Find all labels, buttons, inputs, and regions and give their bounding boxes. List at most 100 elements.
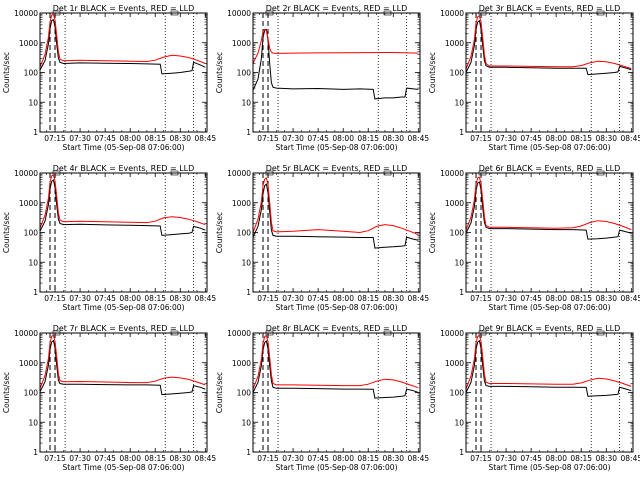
x-tick-label: 08:30: [382, 134, 404, 143]
chart-title: Det 8r BLACK = Events, RED = LLD: [266, 324, 408, 333]
y-tick-label: 100: [450, 229, 465, 238]
series-events: [466, 181, 632, 240]
x-tick-label: 07:30: [495, 134, 517, 143]
y-tick-label: 1: [459, 128, 464, 137]
y-tick-label: 100: [24, 229, 39, 238]
x-tick-label: 07:30: [495, 454, 517, 463]
series-lld: [466, 176, 632, 231]
x-tick-label: 08:45: [195, 454, 217, 463]
y-tick-label: 10000: [14, 9, 38, 18]
x-tick-label: 08:45: [408, 294, 430, 303]
series-events: [40, 339, 206, 396]
series-lld: [466, 334, 632, 390]
y-tick-label: 10000: [227, 169, 251, 178]
chart-title: Det 2r BLACK = Events, RED = LLD: [266, 4, 408, 13]
x-tick-label: 07:15: [44, 294, 66, 303]
panel-det-1: Det 1r BLACK = Events, RED = LLD 1 10 100 10…: [2, 4, 216, 152]
chart-title: Det 1r BLACK = Events, RED = LLD: [53, 4, 195, 13]
chart-title: Det 4r BLACK = Events, RED = LLD: [53, 164, 195, 173]
x-tick-label: 07:45: [307, 294, 329, 303]
panel-det-5: Det 5r BLACK = Events, RED = LLD 1 10 100 10…: [215, 164, 429, 312]
x-tick-label: 07:45: [94, 134, 116, 143]
x-tick-label: 08:45: [621, 134, 640, 143]
x-tick-label: 07:30: [69, 134, 91, 143]
series-events: [253, 340, 419, 399]
x-axis-label: Start Time (05-Sep-08 07:06:00): [276, 143, 398, 152]
x-axis-label: Start Time (05-Sep-08 07:06:00): [489, 463, 611, 472]
x-tick-label: 08:15: [570, 134, 592, 143]
y-tick-label: 1000: [445, 199, 464, 208]
panel-det-8: Det 8r BLACK = Events, RED = LLD 1 10 100 10…: [215, 324, 429, 472]
x-tick-label: 08:15: [144, 454, 166, 463]
y-axis-label: Counts/sec: [2, 212, 11, 253]
x-tick-label: 08:45: [195, 294, 217, 303]
series-lld: [40, 174, 206, 229]
y-tick-label: 10000: [440, 329, 464, 338]
y-tick-label: 1: [246, 128, 251, 137]
y-tick-label: 1: [33, 288, 38, 297]
x-tick-label: 08:45: [195, 134, 217, 143]
y-tick-label: 1000: [445, 39, 464, 48]
series-events: [40, 179, 206, 236]
y-tick-label: 10: [454, 418, 464, 427]
y-tick-label: 1000: [232, 199, 251, 208]
x-tick-label: 08:15: [570, 294, 592, 303]
y-axis-label: Counts/sec: [215, 372, 224, 413]
x-tick-label: 08:00: [545, 454, 567, 463]
x-tick-label: 07:30: [69, 294, 91, 303]
y-axis-label: Counts/sec: [215, 52, 224, 93]
y-tick-label: 100: [24, 389, 39, 398]
x-tick-label: 07:15: [470, 294, 492, 303]
y-tick-label: 10: [28, 98, 38, 107]
series-lld: [40, 334, 206, 389]
y-tick-label: 100: [24, 69, 39, 78]
y-tick-label: 100: [237, 229, 252, 238]
panel-det-2: Det 2r BLACK = Events, RED = LLD 1 10 100 10…: [215, 4, 429, 152]
x-tick-label: 08:00: [545, 294, 567, 303]
panel-det-4: Det 4r BLACK = Events, RED = LLD 1 10 100 10…: [2, 164, 216, 312]
x-tick-label: 08:30: [169, 294, 191, 303]
x-tick-label: 08:15: [144, 134, 166, 143]
panel-det-7: Det 7r BLACK = Events, RED = LLD 1 10 100 10…: [2, 324, 216, 472]
y-axis-label: Counts/sec: [2, 52, 11, 93]
y-tick-label: 10: [241, 258, 251, 267]
x-tick-label: 08:45: [408, 134, 430, 143]
x-axis-label: Start Time (05-Sep-08 07:06:00): [489, 303, 611, 312]
y-axis-label: Counts/sec: [428, 52, 437, 93]
x-tick-label: 08:15: [357, 134, 379, 143]
series-lld: [253, 177, 419, 236]
x-tick-label: 07:15: [257, 134, 279, 143]
series-lld: [253, 334, 419, 390]
y-axis-label: Counts/sec: [428, 372, 437, 413]
chart-title: Det 5r BLACK = Events, RED = LLD: [266, 164, 408, 173]
x-tick-label: 07:15: [470, 134, 492, 143]
x-tick-label: 08:15: [570, 454, 592, 463]
plot-frame: [252, 12, 421, 133]
x-tick-label: 08:30: [382, 294, 404, 303]
panel-det-9: Det 9r BLACK = Events, RED = LLD 1 10 100 10…: [428, 324, 640, 472]
x-tick-label: 07:15: [257, 454, 279, 463]
y-axis-label: Counts/sec: [215, 212, 224, 253]
y-tick-label: 10000: [227, 9, 251, 18]
panel-det-6: Det 6r BLACK = Events, RED = LLD 1 10 100 10…: [428, 164, 640, 312]
x-tick-label: 07:30: [495, 294, 517, 303]
y-tick-label: 100: [450, 389, 465, 398]
plot-frame: [252, 172, 421, 293]
y-tick-label: 10000: [227, 329, 251, 338]
y-tick-label: 10: [28, 418, 38, 427]
series-lld: [40, 13, 206, 68]
plot-frame: [465, 332, 634, 453]
chart-title: Det 9r BLACK = Events, RED = LLD: [479, 324, 621, 333]
x-tick-label: 08:30: [169, 454, 191, 463]
y-tick-label: 100: [237, 389, 252, 398]
chart-title: Det 6r BLACK = Events, RED = LLD: [479, 164, 621, 173]
y-tick-label: 1000: [445, 359, 464, 368]
x-tick-label: 08:00: [119, 294, 141, 303]
chart-title: Det 7r BLACK = Events, RED = LLD: [53, 324, 195, 333]
y-tick-label: 10000: [14, 329, 38, 338]
x-tick-label: 08:30: [169, 134, 191, 143]
x-tick-label: 07:45: [520, 454, 542, 463]
y-tick-label: 1: [246, 448, 251, 457]
x-tick-label: 07:30: [69, 454, 91, 463]
